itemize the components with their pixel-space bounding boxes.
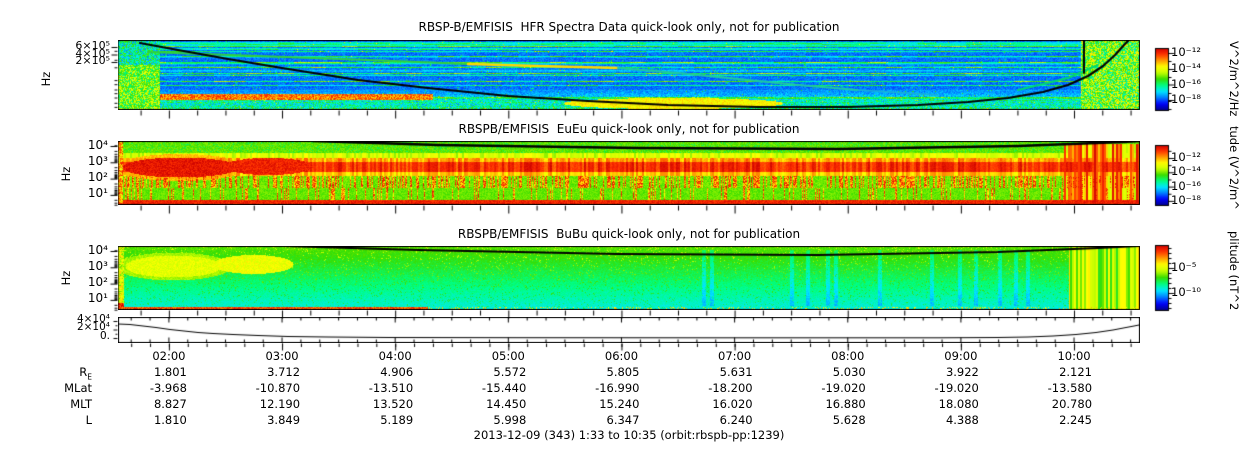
ephemeris-value-cell: 6.240 [719,413,753,427]
ephemeris-value-cell: -15.440 [481,381,527,395]
time-tick-label: 03:00 [265,349,299,363]
colorbar2-tick-label: 10⁻⁵ [1171,260,1197,274]
ephemeris-value-cell: 5.030 [832,365,866,379]
time-tick-label: 05:00 [491,349,525,363]
time-tick-label: 10:00 [1057,349,1091,363]
ephemeris-value-cell: 2.245 [1059,413,1093,427]
colorbar0-tick-label: 10⁻¹² [1171,45,1201,59]
colorbar1-tick-label: 10⁻¹⁴ [1171,164,1201,179]
ephemeris-value-cell: 5.189 [380,413,414,427]
ephemeris-value-cell: 3.922 [945,365,979,379]
panel1-ytick-label: 10² [87,170,108,185]
ephemeris-value-cell: 1.810 [153,413,187,427]
time-tick-label: 06:00 [604,349,639,363]
panel3-ytick-label: 2×10⁴ [76,321,110,334]
ephemeris-value-cell: 12.190 [259,397,301,411]
ephemeris-value-cell: 5.631 [719,365,753,379]
ephemeris-row-label: MLat [22,382,92,397]
ephemeris-value-cell: 1.801 [153,365,187,379]
ephemeris-value-cell: 8.827 [153,397,187,411]
ephemeris-value-cell: 3.849 [267,413,301,427]
panel0-ytick-label: 4×10⁵ [75,46,110,60]
ephemeris-row-label-text: MLat [64,381,92,395]
colorbar1-tick-label: 10⁻¹² [1171,150,1201,164]
panel0-ytick-label: 6×10⁵ [75,39,110,53]
hfr-colorbar-unit-label: V^2/m^2/Hz [1227,41,1242,117]
time-tick-label: 08:00 [831,349,865,363]
ephemeris-value-cell: -19.020 [821,381,866,395]
ephemeris-value-cell: 18.080 [938,397,979,411]
panel0-ytick-label: 2×10⁵ [75,54,110,68]
bubu-panel-title: RBSPB/EMFISIS BuBu quick-look only, not … [457,227,801,241]
panel1-ytick-label: 10³ [87,153,108,168]
colorbar2-tick-label: 10⁻¹⁰ [1171,285,1201,299]
ephemeris-value-cell: -13.510 [368,381,414,395]
ephemeris-value-cell: 15.240 [599,397,640,411]
panel1-ytick-label: 10⁴ [87,137,108,152]
colorbar0-tick-label: 10⁻¹⁸ [1171,92,1201,106]
ephemeris-value-cell: -18.200 [708,381,753,395]
time-tick-label: 02:00 [152,349,186,363]
time-tick-label: 07:00 [718,349,752,363]
hfr-panel-title: RBSP-B/EMFISIS HFR Spectra Data quick-lo… [418,20,840,34]
time-tick-label: 04:00 [378,349,412,363]
ephemeris-value-cell: 13.520 [372,397,414,411]
ephemeris-value-cell: -19.020 [934,381,979,395]
footer-caption: 2013-12-09 (343) 1:33 to 10:35 (orbit:rb… [473,428,785,442]
ephemeris-value-cell: -13.580 [1047,381,1093,395]
ephemeris-value-cell: 14.450 [486,397,527,411]
ephemeris-value-cell: 2.121 [1059,365,1093,379]
ephemeris-row-label-text: R [79,365,88,379]
ephemeris-row-label: L [22,414,92,429]
panel3-ytick-label: 4×10⁴ [76,312,110,325]
ephemeris-row-label: MLT [22,398,92,413]
panel2-ytick-label: 10¹ [87,291,108,306]
time-tick-label: 09:00 [944,349,978,363]
ephemeris-value-cell: 4.388 [945,413,979,427]
ephemeris-value-cell: 20.780 [1051,397,1093,411]
ephemeris-value-cell: -3.968 [149,381,187,395]
hfr-yaxis-unit-label: Hz [38,71,53,87]
ephemeris-value-cell: -10.870 [255,381,301,395]
ephemeris-value-cell: 5.628 [832,413,866,427]
colorbar1-tick-label: 10⁻¹⁸ [1171,192,1201,207]
panel2-ytick-label: 10² [87,275,108,290]
colorbar1-tick-label: 10⁻¹⁶ [1171,178,1201,193]
colorbar0-tick-label: 10⁻¹⁴ [1171,61,1201,75]
ephemeris-row-label-text: MLT [70,397,92,411]
ephemeris-value-cell: -16.990 [595,381,640,395]
ephemeris-value-cell: 4.906 [380,365,414,379]
ephemeris-value-cell: 5.572 [493,365,527,379]
ephemeris-value-cell: 6.347 [606,413,640,427]
ephemeris-value-cell: 16.880 [825,397,866,411]
ephemeris-row-label: RE [22,366,92,381]
ephemeris-row-label-text: L [85,413,92,427]
panel2-ytick-label: 10⁴ [87,242,108,257]
ephemeris-value-cell: 16.020 [712,397,753,411]
panel1-ytick-label: 10¹ [87,186,108,201]
ephemeris-row-label-subscript: E [87,372,92,382]
panel2-ytick-label: 10³ [87,258,108,273]
eueu-panel-title: RBSPB/EMFISIS EuEu quick-look only, not … [458,122,800,136]
panel3-ytick-label: 0. [99,329,110,342]
colorbar0-tick-label: 10⁻¹⁶ [1171,76,1201,91]
ephemeris-value-cell: 3.712 [267,365,301,379]
ephemeris-value-cell: 5.998 [493,413,527,427]
eueu-colorbar-unit-label: tude (V^2/m^ [1227,126,1242,210]
ephemeris-value-cell: 5.805 [606,365,640,379]
bubu-colorbar-unit-label: plitude (nT^2 [1227,231,1242,311]
